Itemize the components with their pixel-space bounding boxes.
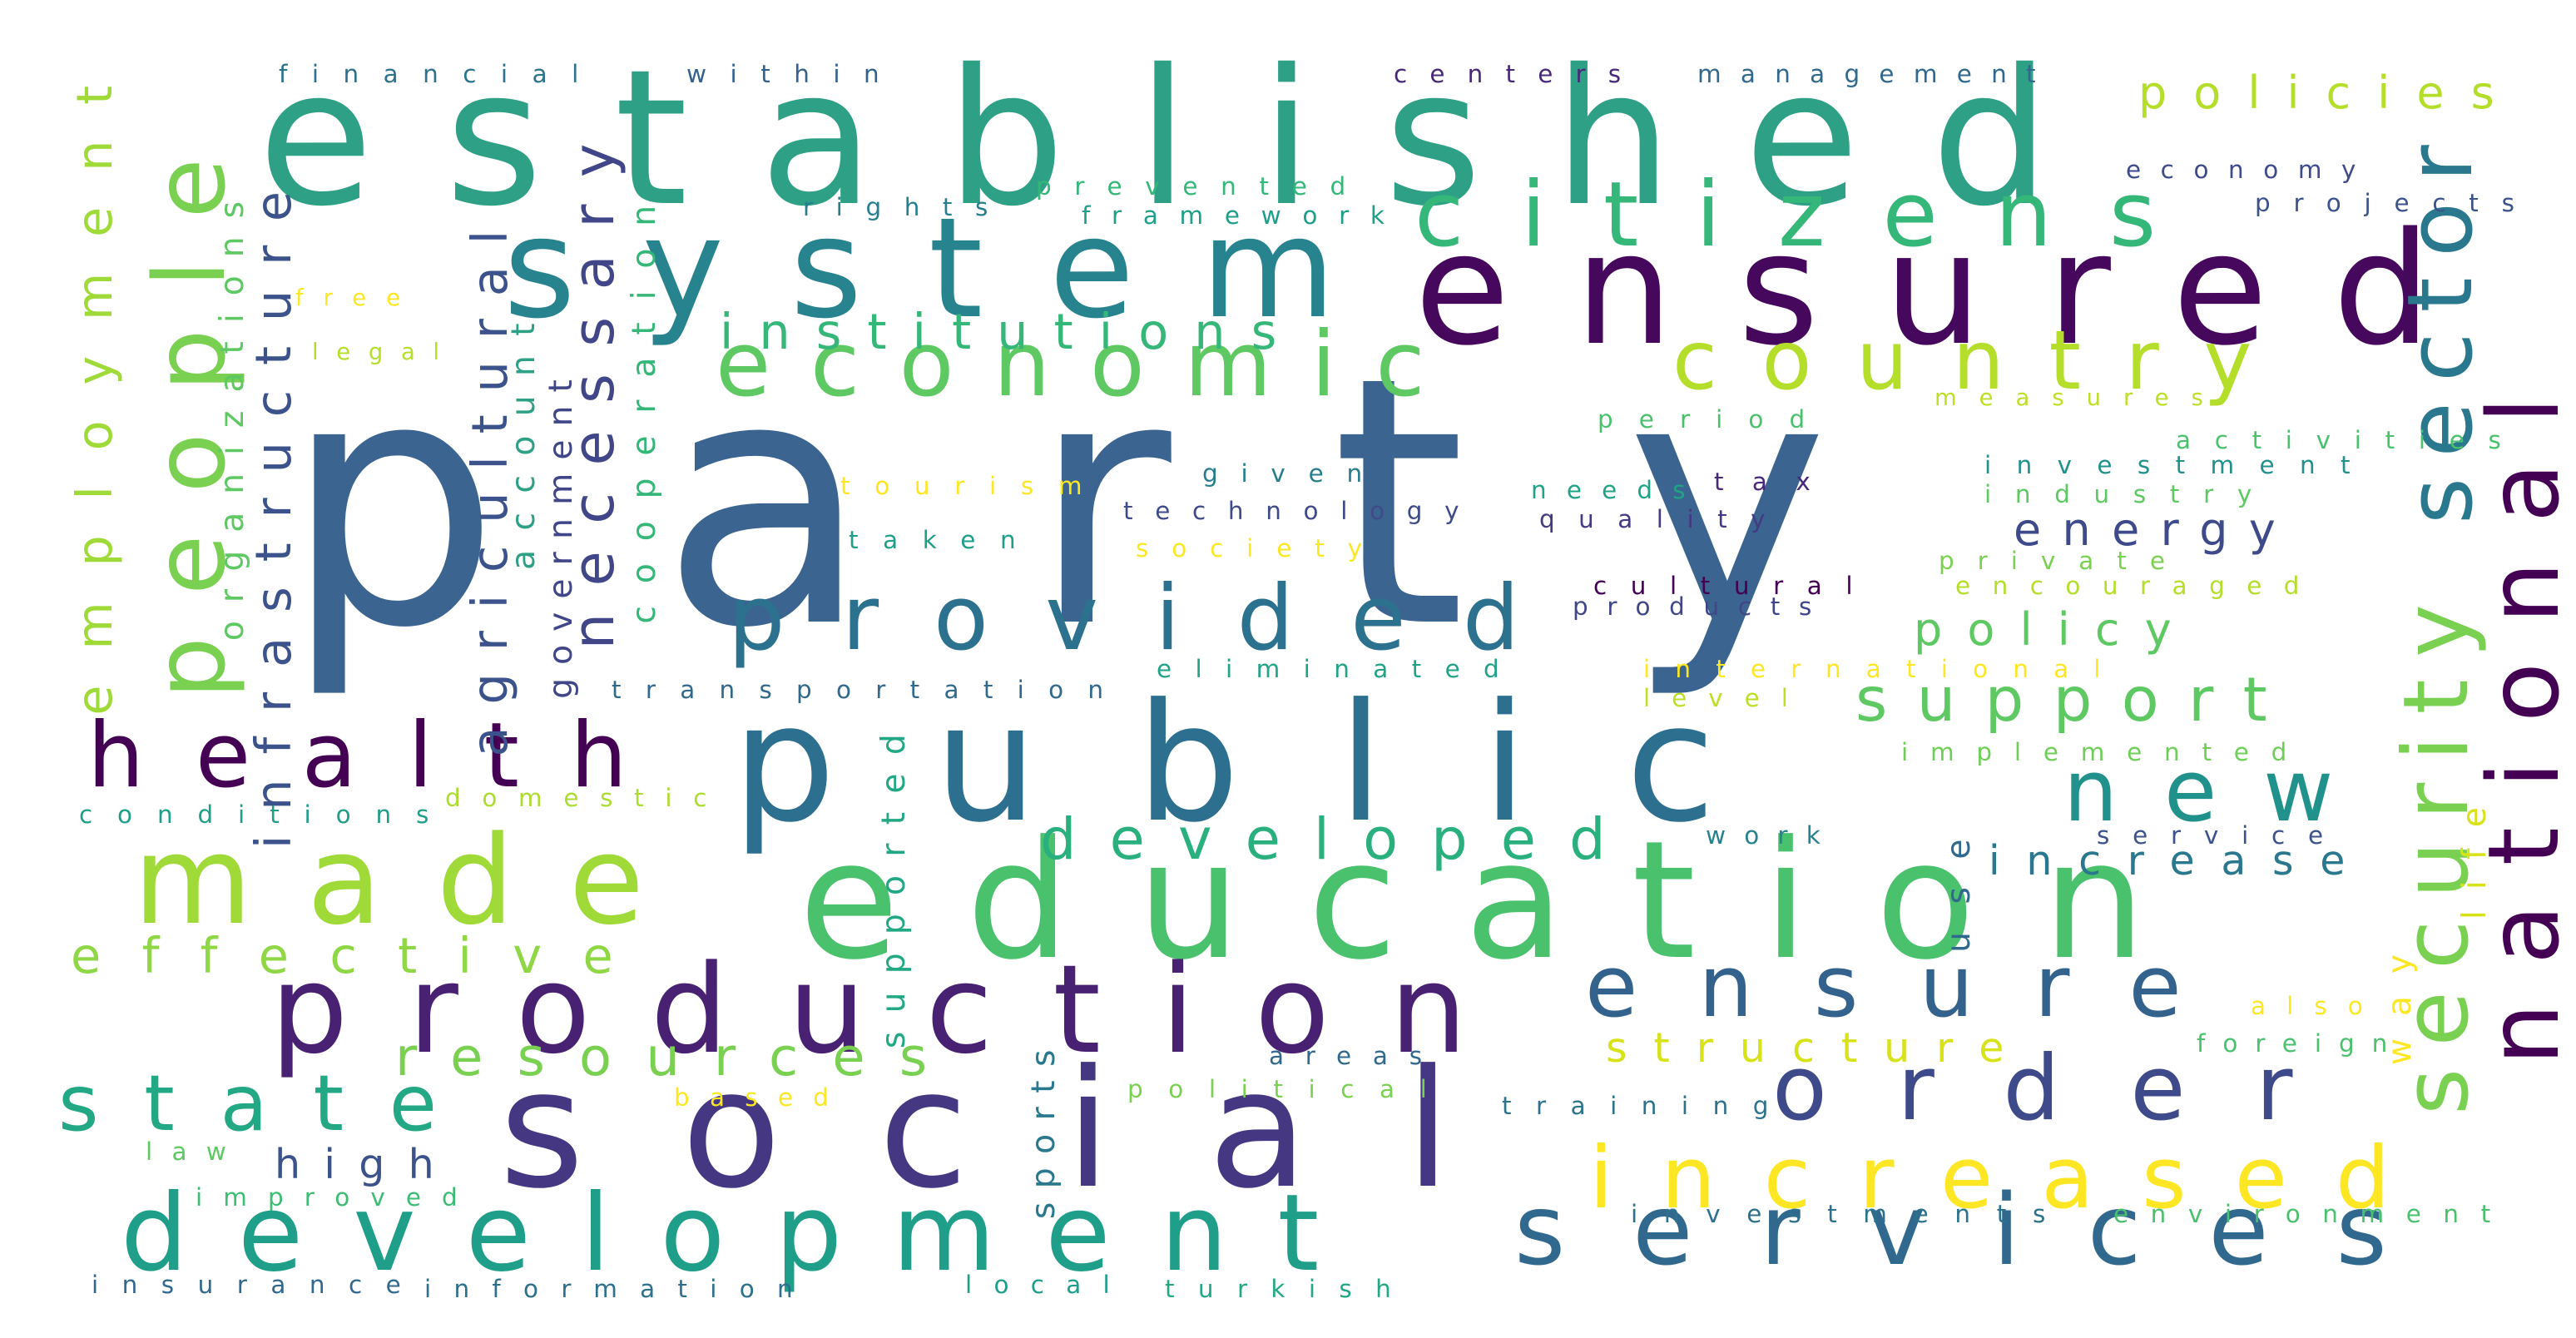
word-foreign: foreign (2197, 1029, 2405, 1058)
word-institutions: institutions (720, 303, 1303, 360)
word-environment: environment (2113, 1200, 2513, 1228)
word-taken: taken (849, 526, 1041, 554)
word-improved: improved (196, 1183, 478, 1212)
word-period: period (1598, 405, 1831, 434)
word-economic: economic (716, 313, 1465, 417)
word-new: new (2063, 741, 2380, 841)
word-services: services (1514, 1173, 2455, 1287)
word-framework: framework (1082, 201, 1406, 230)
word-turkish: turkish (1165, 1275, 1415, 1303)
word-account: account (505, 304, 542, 570)
word-production: production (270, 939, 1528, 1081)
word-ensured: ensured (1414, 199, 2497, 379)
word-citizens: citizens (1414, 163, 2214, 267)
word-information: information (424, 1275, 815, 1303)
word-cooperation: cooperation (626, 183, 663, 624)
word-society: society (1136, 534, 1385, 562)
word-state: state (58, 1058, 483, 1148)
word-development: development (121, 1172, 1370, 1296)
word-private: private (1939, 547, 2188, 575)
word-social: social (499, 1035, 1548, 1225)
word-health: health (87, 704, 679, 808)
word-measures: measures (1934, 385, 2226, 411)
word-financial: financial (279, 60, 603, 88)
word-country: country (1672, 314, 2296, 409)
word-party: party (283, 305, 1989, 703)
word-increased: increased (1589, 1128, 2439, 1228)
word-industry: industry (1984, 480, 2276, 508)
word-ensure: ensure (1585, 937, 2242, 1037)
word-free: free (295, 285, 421, 311)
word-resources: resources (395, 1027, 962, 1088)
word-transportation: transportation (612, 676, 1128, 704)
word-sports: sports (1025, 1036, 1063, 1220)
word-education: education (799, 806, 2213, 996)
word-eliminated: eliminated (1157, 655, 1523, 683)
word-investments: investments (1631, 1200, 2072, 1228)
word-also: also (2251, 992, 2384, 1020)
word-energy: energy (2014, 503, 2297, 556)
word-projects: projects (2255, 189, 2538, 217)
word-public: public (732, 669, 1815, 859)
word-products: products (1573, 592, 1830, 621)
word-system: system (503, 188, 1402, 349)
word-law: law (146, 1137, 246, 1166)
word-government: government (542, 366, 580, 699)
word-level: level (1643, 684, 1810, 712)
word-technology: technology (1123, 497, 1482, 525)
word-high: high (275, 1141, 458, 1188)
word-service: service (2097, 821, 2346, 850)
word-areas: areas (1269, 1042, 1444, 1070)
word-sector: sector (2389, 125, 2493, 525)
word-life: life (2456, 786, 2494, 920)
word-legal: legal (312, 339, 458, 365)
word-international: international (1643, 655, 2126, 683)
word-organizations: organizations (214, 183, 251, 642)
word-prevented: prevented (1036, 172, 1369, 201)
word-political: political (1127, 1075, 1453, 1103)
word-order: order (1772, 1037, 2363, 1141)
word-management: management (1697, 60, 2055, 88)
word-local: local (965, 1271, 1132, 1299)
word-within: within (686, 60, 904, 88)
word-work: work (1706, 821, 1839, 850)
word-infrastructure: infrastructure (245, 166, 302, 849)
word-use: use (1940, 811, 1978, 953)
word-quality: quality (1539, 505, 1790, 533)
word-structure: structure (1606, 1024, 2031, 1072)
word-policy: policy (1914, 603, 2197, 656)
word-training: training (1502, 1092, 1793, 1120)
word-implemented: implemented (1901, 738, 2310, 766)
word-activities: activities (2176, 426, 2525, 454)
word-supported: supported (875, 716, 913, 1049)
word-developed: developed (1040, 806, 1639, 873)
word-cultural: cultural (1593, 572, 1877, 600)
word-effective: effective (71, 927, 655, 984)
word-tourism: tourism (840, 472, 1107, 500)
word-based: based (674, 1083, 850, 1112)
word-centers: centers (1394, 60, 1644, 88)
word-established: established (258, 30, 2123, 248)
word-provided: provided (728, 567, 1577, 671)
word-economy: economy (2126, 156, 2376, 184)
word-given: given (1202, 459, 1385, 488)
word-investment: investment (1984, 451, 2375, 479)
word-rights: rights (803, 193, 1011, 221)
word-increase: increase (1989, 837, 2372, 885)
word-insurance: insurance (92, 1271, 425, 1299)
word-domestic: domestic (445, 784, 729, 812)
word-employment: employment (66, 50, 123, 716)
word-tax: tax (1714, 468, 1840, 496)
word-needs: needs (1531, 476, 1706, 504)
word-made: made (133, 810, 699, 952)
word-policies: policies (2138, 67, 2521, 119)
word-conditions: conditions (79, 800, 454, 829)
word-encouraged: encouraged (1955, 572, 2321, 600)
word-support: support (1855, 665, 2296, 736)
